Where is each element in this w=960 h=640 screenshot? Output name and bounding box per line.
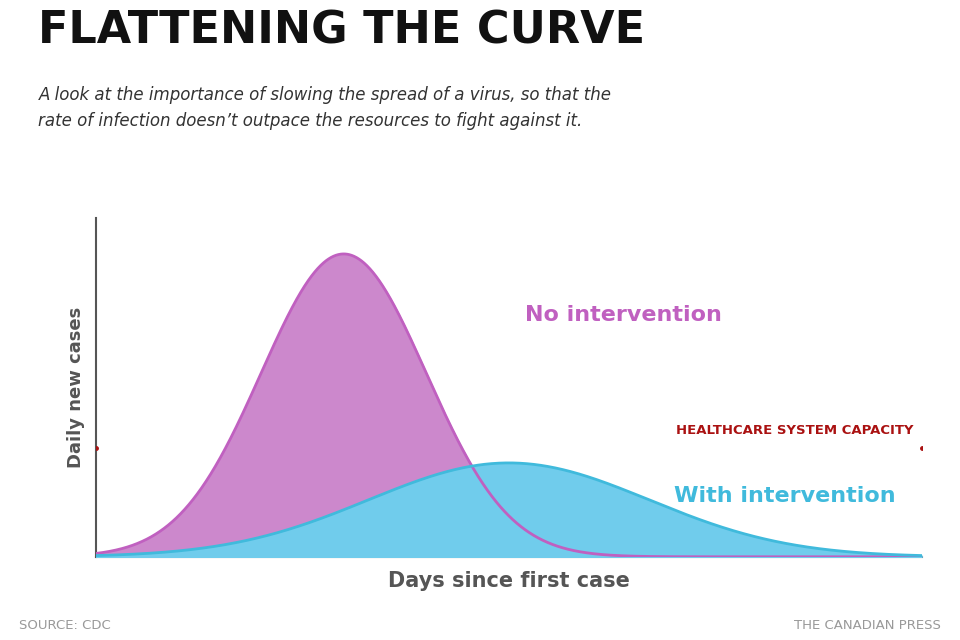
Text: THE CANADIAN PRESS: THE CANADIAN PRESS [794,620,941,632]
Text: rate of infection doesn’t outpace the resources to fight against it.: rate of infection doesn’t outpace the re… [38,112,583,130]
Text: FLATTENING THE CURVE: FLATTENING THE CURVE [38,10,645,52]
Y-axis label: Daily new cases: Daily new cases [67,307,84,468]
X-axis label: Days since first case: Days since first case [388,571,630,591]
Text: No intervention: No intervention [525,305,722,324]
Text: SOURCE: CDC: SOURCE: CDC [19,620,111,632]
Text: With intervention: With intervention [674,486,896,506]
Text: A look at the importance of slowing the spread of a virus, so that the: A look at the importance of slowing the … [38,86,612,104]
Text: HEALTHCARE SYSTEM CAPACITY: HEALTHCARE SYSTEM CAPACITY [676,424,913,437]
